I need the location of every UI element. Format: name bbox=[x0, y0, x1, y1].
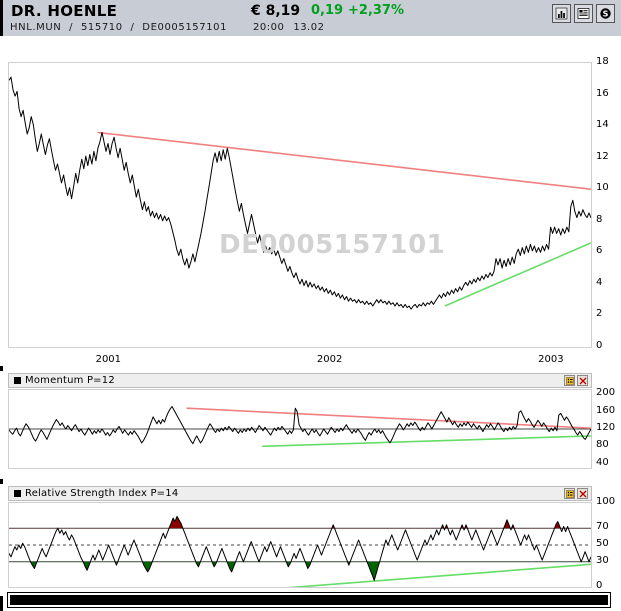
momentum-controls bbox=[564, 375, 588, 386]
instrument-title: DR. HOENLE bbox=[11, 2, 118, 20]
bar-chart-icon[interactable] bbox=[552, 4, 571, 23]
instrument-identifiers: HNL.MUN / 515710 / DE0005157101 bbox=[10, 22, 227, 33]
momentum-y-tick-80: 80 bbox=[596, 439, 609, 451]
support-uptrend bbox=[444, 242, 591, 307]
id-separator-1: / bbox=[69, 22, 74, 33]
last-price: € 8,19 bbox=[251, 3, 301, 19]
price-y-tick-14: 14 bbox=[596, 119, 609, 131]
momentum-title: Momentum P=12 bbox=[25, 375, 115, 386]
momentum-downtrend bbox=[186, 407, 591, 429]
header-toolbar: S bbox=[552, 4, 615, 23]
quote-date: 13.02 bbox=[293, 22, 325, 33]
rsi-y-tick-0: 0 bbox=[596, 580, 603, 591]
resistance-downtrend bbox=[97, 131, 591, 191]
momentum-y-tick-120: 120 bbox=[596, 422, 616, 433]
stock-info-icon[interactable]: S bbox=[596, 4, 615, 23]
rsi-y-tick-100: 100 bbox=[596, 496, 616, 507]
rsi-settings-button[interactable] bbox=[564, 488, 575, 499]
price-y-tick-2: 2 bbox=[596, 308, 603, 320]
price-y-tick-6: 6 bbox=[596, 245, 603, 257]
price-panel: DE0005157101 18 16 14 12 10 8 6 4 2 0 2001 2002 200… bbox=[0, 36, 621, 366]
price-y-tick-0: 0 bbox=[596, 340, 603, 351]
price-x-tick-2001: 2001 bbox=[95, 354, 122, 365]
momentum-y-tick-160: 160 bbox=[596, 404, 616, 416]
rsi-color-swatch bbox=[14, 490, 21, 497]
rsi-y-tick-70: 70 bbox=[596, 521, 609, 533]
ticker-symbol: HNL.MUN bbox=[10, 22, 62, 33]
rsi-close-button[interactable] bbox=[577, 488, 588, 499]
rsi-title-bar: Relative Strength Index P=14 bbox=[8, 486, 592, 501]
price-y-tick-16: 16 bbox=[596, 87, 609, 99]
svg-text:S: S bbox=[603, 10, 609, 19]
momentum-y-tick-40: 40 bbox=[596, 456, 609, 468]
momentum-plot-area[interactable] bbox=[8, 389, 592, 469]
rsi-uptrend bbox=[287, 563, 591, 587]
momentum-close-button[interactable] bbox=[577, 375, 588, 386]
isin-code: DE0005157101 bbox=[142, 22, 228, 33]
quote-timestamp: 20:00 13.02 bbox=[253, 22, 324, 33]
isin-watermark: DE0005157101 bbox=[219, 230, 446, 260]
rsi-y-tick-30: 30 bbox=[596, 554, 609, 566]
rsi-title: Relative Strength Index P=14 bbox=[25, 488, 179, 499]
momentum-settings-button[interactable] bbox=[564, 375, 575, 386]
rsi-controls bbox=[564, 488, 588, 499]
price-y-tick-8: 8 bbox=[596, 213, 603, 225]
news-icon[interactable] bbox=[574, 4, 593, 23]
rsi-panel: Relative Strength Index P=14 bbox=[0, 484, 621, 596]
wkn-code: 515710 bbox=[80, 22, 123, 33]
price-y-tick-12: 12 bbox=[596, 150, 609, 162]
momentum-y-tick-200: 200 bbox=[596, 387, 616, 399]
price-y-tick-4: 4 bbox=[596, 276, 603, 288]
momentum-color-swatch bbox=[14, 377, 21, 384]
price-y-tick-10: 10 bbox=[596, 182, 609, 194]
momentum-uptrend bbox=[262, 435, 591, 448]
price-y-tick-18: 18 bbox=[596, 56, 609, 67]
id-separator-2: / bbox=[130, 22, 135, 33]
price-plot-area[interactable] bbox=[8, 62, 592, 348]
quote-header: DR. HOENLE HNL.MUN / 515710 / DE00051571… bbox=[0, 0, 621, 36]
price-x-tick-2002: 2002 bbox=[316, 354, 343, 365]
price-change: 0,19 bbox=[311, 3, 344, 18]
momentum-title-bar: Momentum P=12 bbox=[8, 373, 592, 388]
bottom-status-bar bbox=[7, 592, 611, 608]
rsi-y-tick-50: 50 bbox=[596, 538, 609, 549]
quote-time: 20:00 bbox=[253, 22, 285, 33]
momentum-panel: Momentum P=12 200 160 120 80 40 bbox=[0, 371, 621, 479]
price-x-tick-2003: 2003 bbox=[538, 354, 564, 365]
price-change-percent: +2,37% bbox=[348, 3, 404, 18]
rsi-plot-area[interactable] bbox=[8, 502, 592, 588]
